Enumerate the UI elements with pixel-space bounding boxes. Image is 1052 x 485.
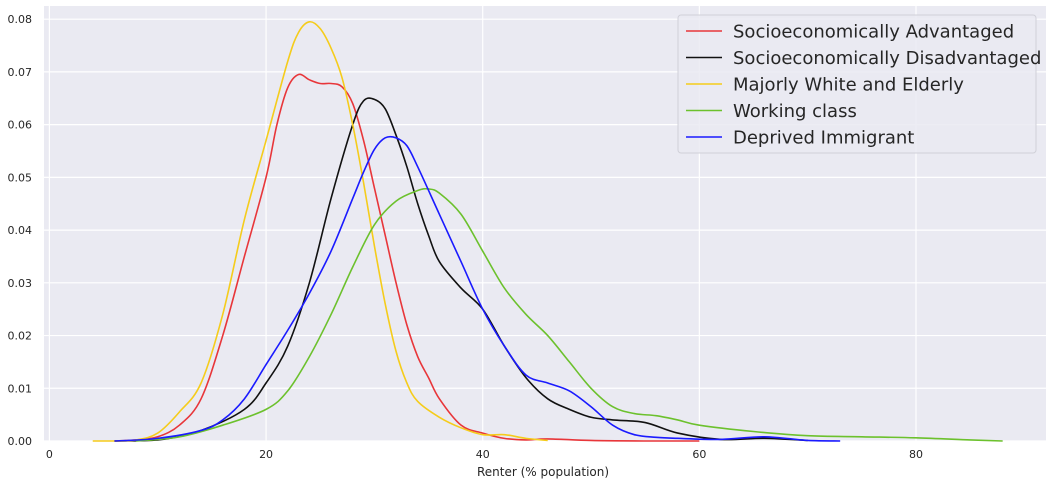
y-tick-label: 0.04 bbox=[8, 224, 33, 237]
grid-lines bbox=[44, 6, 1046, 442]
y-tick-label: 0.01 bbox=[8, 382, 33, 395]
y-tick-label: 0.06 bbox=[8, 119, 33, 132]
x-tick-label: 20 bbox=[259, 448, 273, 461]
series-line-socioeconomically-disadvantaged bbox=[114, 97, 808, 442]
series-line-working-class bbox=[136, 187, 1003, 442]
x-tick-label: 80 bbox=[909, 448, 923, 461]
legend-label: Socioeconomically Disadvantaged bbox=[733, 48, 1041, 69]
x-tick-label: 40 bbox=[476, 448, 490, 461]
legend-label: Majorly White and Elderly bbox=[733, 75, 964, 96]
legend-label: Deprived Immigrant bbox=[733, 128, 914, 149]
y-tick-label: 0.07 bbox=[8, 66, 33, 79]
y-tick-label: 0.02 bbox=[8, 330, 33, 343]
series-line-deprived-immigrant bbox=[114, 135, 841, 442]
x-axis-label: Renter (% population) bbox=[477, 465, 609, 479]
series-line-socioeconomically-advantaged bbox=[114, 73, 700, 442]
x-tick-label: 60 bbox=[692, 448, 706, 461]
y-tick-label: 0.05 bbox=[8, 171, 33, 184]
y-tick-label: 0.00 bbox=[8, 435, 33, 448]
y-tick-label: 0.03 bbox=[8, 277, 33, 290]
legend-box bbox=[677, 14, 1037, 154]
x-tick-label: 0 bbox=[46, 448, 53, 461]
legend-label: Socioeconomically Advantaged bbox=[733, 22, 1014, 43]
axis-ticks: 0 20 40 60 80 0.00 0.01 0.02 0.03 0.04 0.05 0.06 0.0… bbox=[8, 13, 924, 461]
legend-label: Working class bbox=[733, 101, 857, 122]
series-line-majorly-white-and-elderly bbox=[92, 20, 548, 442]
y-tick-label: 0.08 bbox=[8, 13, 33, 26]
legend: Socioeconomically Advantaged Socioeconomi… bbox=[677, 14, 1041, 154]
series-layer bbox=[92, 20, 1003, 442]
